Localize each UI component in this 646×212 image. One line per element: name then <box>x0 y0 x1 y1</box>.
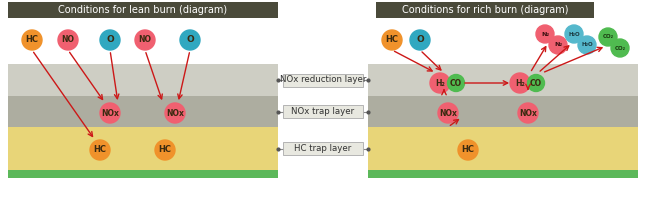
Text: Conditions for rich burn (diagram): Conditions for rich burn (diagram) <box>402 5 568 15</box>
Circle shape <box>22 30 42 50</box>
Circle shape <box>549 36 567 54</box>
Text: H₂: H₂ <box>515 78 525 88</box>
Bar <box>8 96 278 127</box>
Circle shape <box>100 30 120 50</box>
Circle shape <box>180 30 200 50</box>
Circle shape <box>536 25 554 43</box>
Circle shape <box>382 30 402 50</box>
Text: HC: HC <box>25 35 39 45</box>
Text: N₂: N₂ <box>541 32 549 36</box>
Text: NOx: NOx <box>166 109 184 117</box>
Bar <box>368 64 638 96</box>
Text: NOx trap layer: NOx trap layer <box>291 107 355 116</box>
Text: O: O <box>416 35 424 45</box>
Text: HC: HC <box>386 35 399 45</box>
Circle shape <box>165 103 185 123</box>
Bar <box>368 170 638 178</box>
Text: HC trap layer: HC trap layer <box>295 144 351 153</box>
Circle shape <box>599 28 617 46</box>
Text: CO: CO <box>450 78 462 88</box>
Text: N₂: N₂ <box>554 42 562 47</box>
Bar <box>8 64 278 96</box>
Text: HC: HC <box>461 145 475 155</box>
Text: H₂O: H₂O <box>568 32 580 36</box>
Text: O: O <box>186 35 194 45</box>
Bar <box>368 127 638 170</box>
Text: NO: NO <box>138 35 152 45</box>
Text: Conditions for lean burn (diagram): Conditions for lean burn (diagram) <box>58 5 227 15</box>
Circle shape <box>155 140 175 160</box>
Text: NOx: NOx <box>101 109 119 117</box>
Circle shape <box>510 73 530 93</box>
Text: O: O <box>106 35 114 45</box>
FancyBboxPatch shape <box>283 142 363 155</box>
Circle shape <box>100 103 120 123</box>
Text: NOx reduction layer: NOx reduction layer <box>280 75 366 85</box>
Text: CO₂: CO₂ <box>614 46 625 50</box>
Circle shape <box>578 36 596 54</box>
Text: NO: NO <box>61 35 74 45</box>
Bar <box>8 127 278 170</box>
Bar <box>8 170 278 178</box>
Text: HC: HC <box>158 145 171 155</box>
Text: H₂O: H₂O <box>581 42 593 47</box>
Text: NOx: NOx <box>519 109 537 117</box>
Circle shape <box>410 30 430 50</box>
Circle shape <box>430 73 450 93</box>
Circle shape <box>438 103 458 123</box>
Text: HC: HC <box>94 145 107 155</box>
Bar <box>368 96 638 127</box>
Circle shape <box>611 39 629 57</box>
Text: NOx: NOx <box>439 109 457 117</box>
Circle shape <box>90 140 110 160</box>
Circle shape <box>565 25 583 43</box>
Circle shape <box>458 140 478 160</box>
Text: CO: CO <box>530 78 542 88</box>
Circle shape <box>58 30 78 50</box>
Circle shape <box>135 30 155 50</box>
FancyBboxPatch shape <box>283 105 363 118</box>
FancyBboxPatch shape <box>8 2 278 18</box>
Circle shape <box>528 74 545 92</box>
Circle shape <box>448 74 464 92</box>
FancyBboxPatch shape <box>283 74 363 86</box>
FancyBboxPatch shape <box>376 2 594 18</box>
Circle shape <box>518 103 538 123</box>
Text: CO₂: CO₂ <box>603 35 614 39</box>
Text: H₂: H₂ <box>435 78 445 88</box>
